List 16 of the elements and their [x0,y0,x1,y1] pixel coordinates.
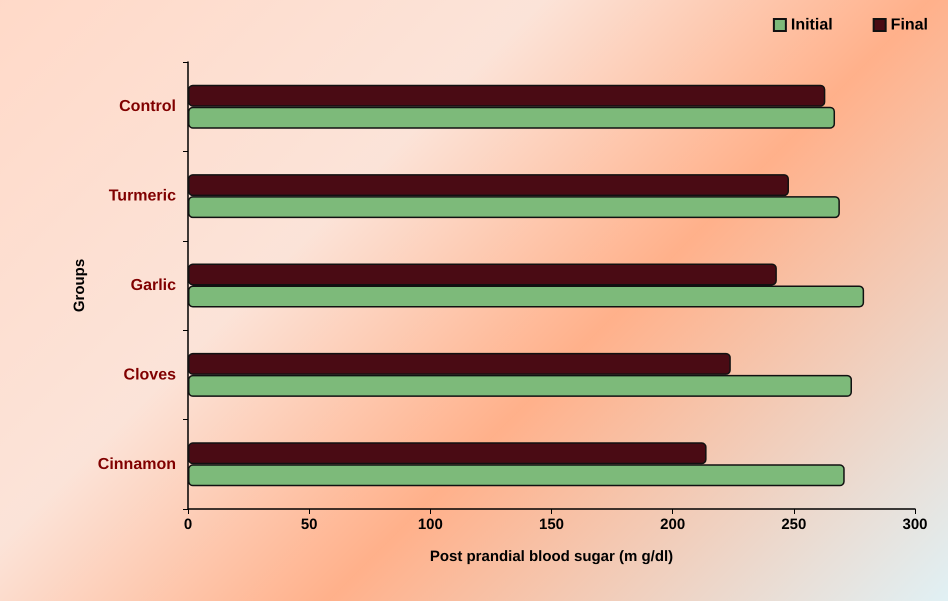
x-tick-label: 150 [538,516,564,533]
y-tick-label: Turmeric [108,188,176,205]
x-tick-label: 200 [660,516,686,533]
y-tick-label: Cinnamon [98,456,176,473]
legend-label: Initial [790,16,833,34]
x-tick-label: 250 [781,516,806,533]
y-tick-label: Garlic [130,277,176,294]
x-axis-title: Post prandial blood sugar (m g/dl) [430,548,674,565]
y-axis-title: Groups [70,258,88,312]
x-tick-label: 300 [902,516,928,533]
x-tick-label: 50 [300,516,318,533]
y-tick-label: Cloves [124,366,176,384]
legend-label: Final [890,16,928,34]
y-tick-label: Control [119,98,176,116]
x-tick-label: 100 [418,516,443,533]
x-tick-label: 0 [184,516,192,533]
